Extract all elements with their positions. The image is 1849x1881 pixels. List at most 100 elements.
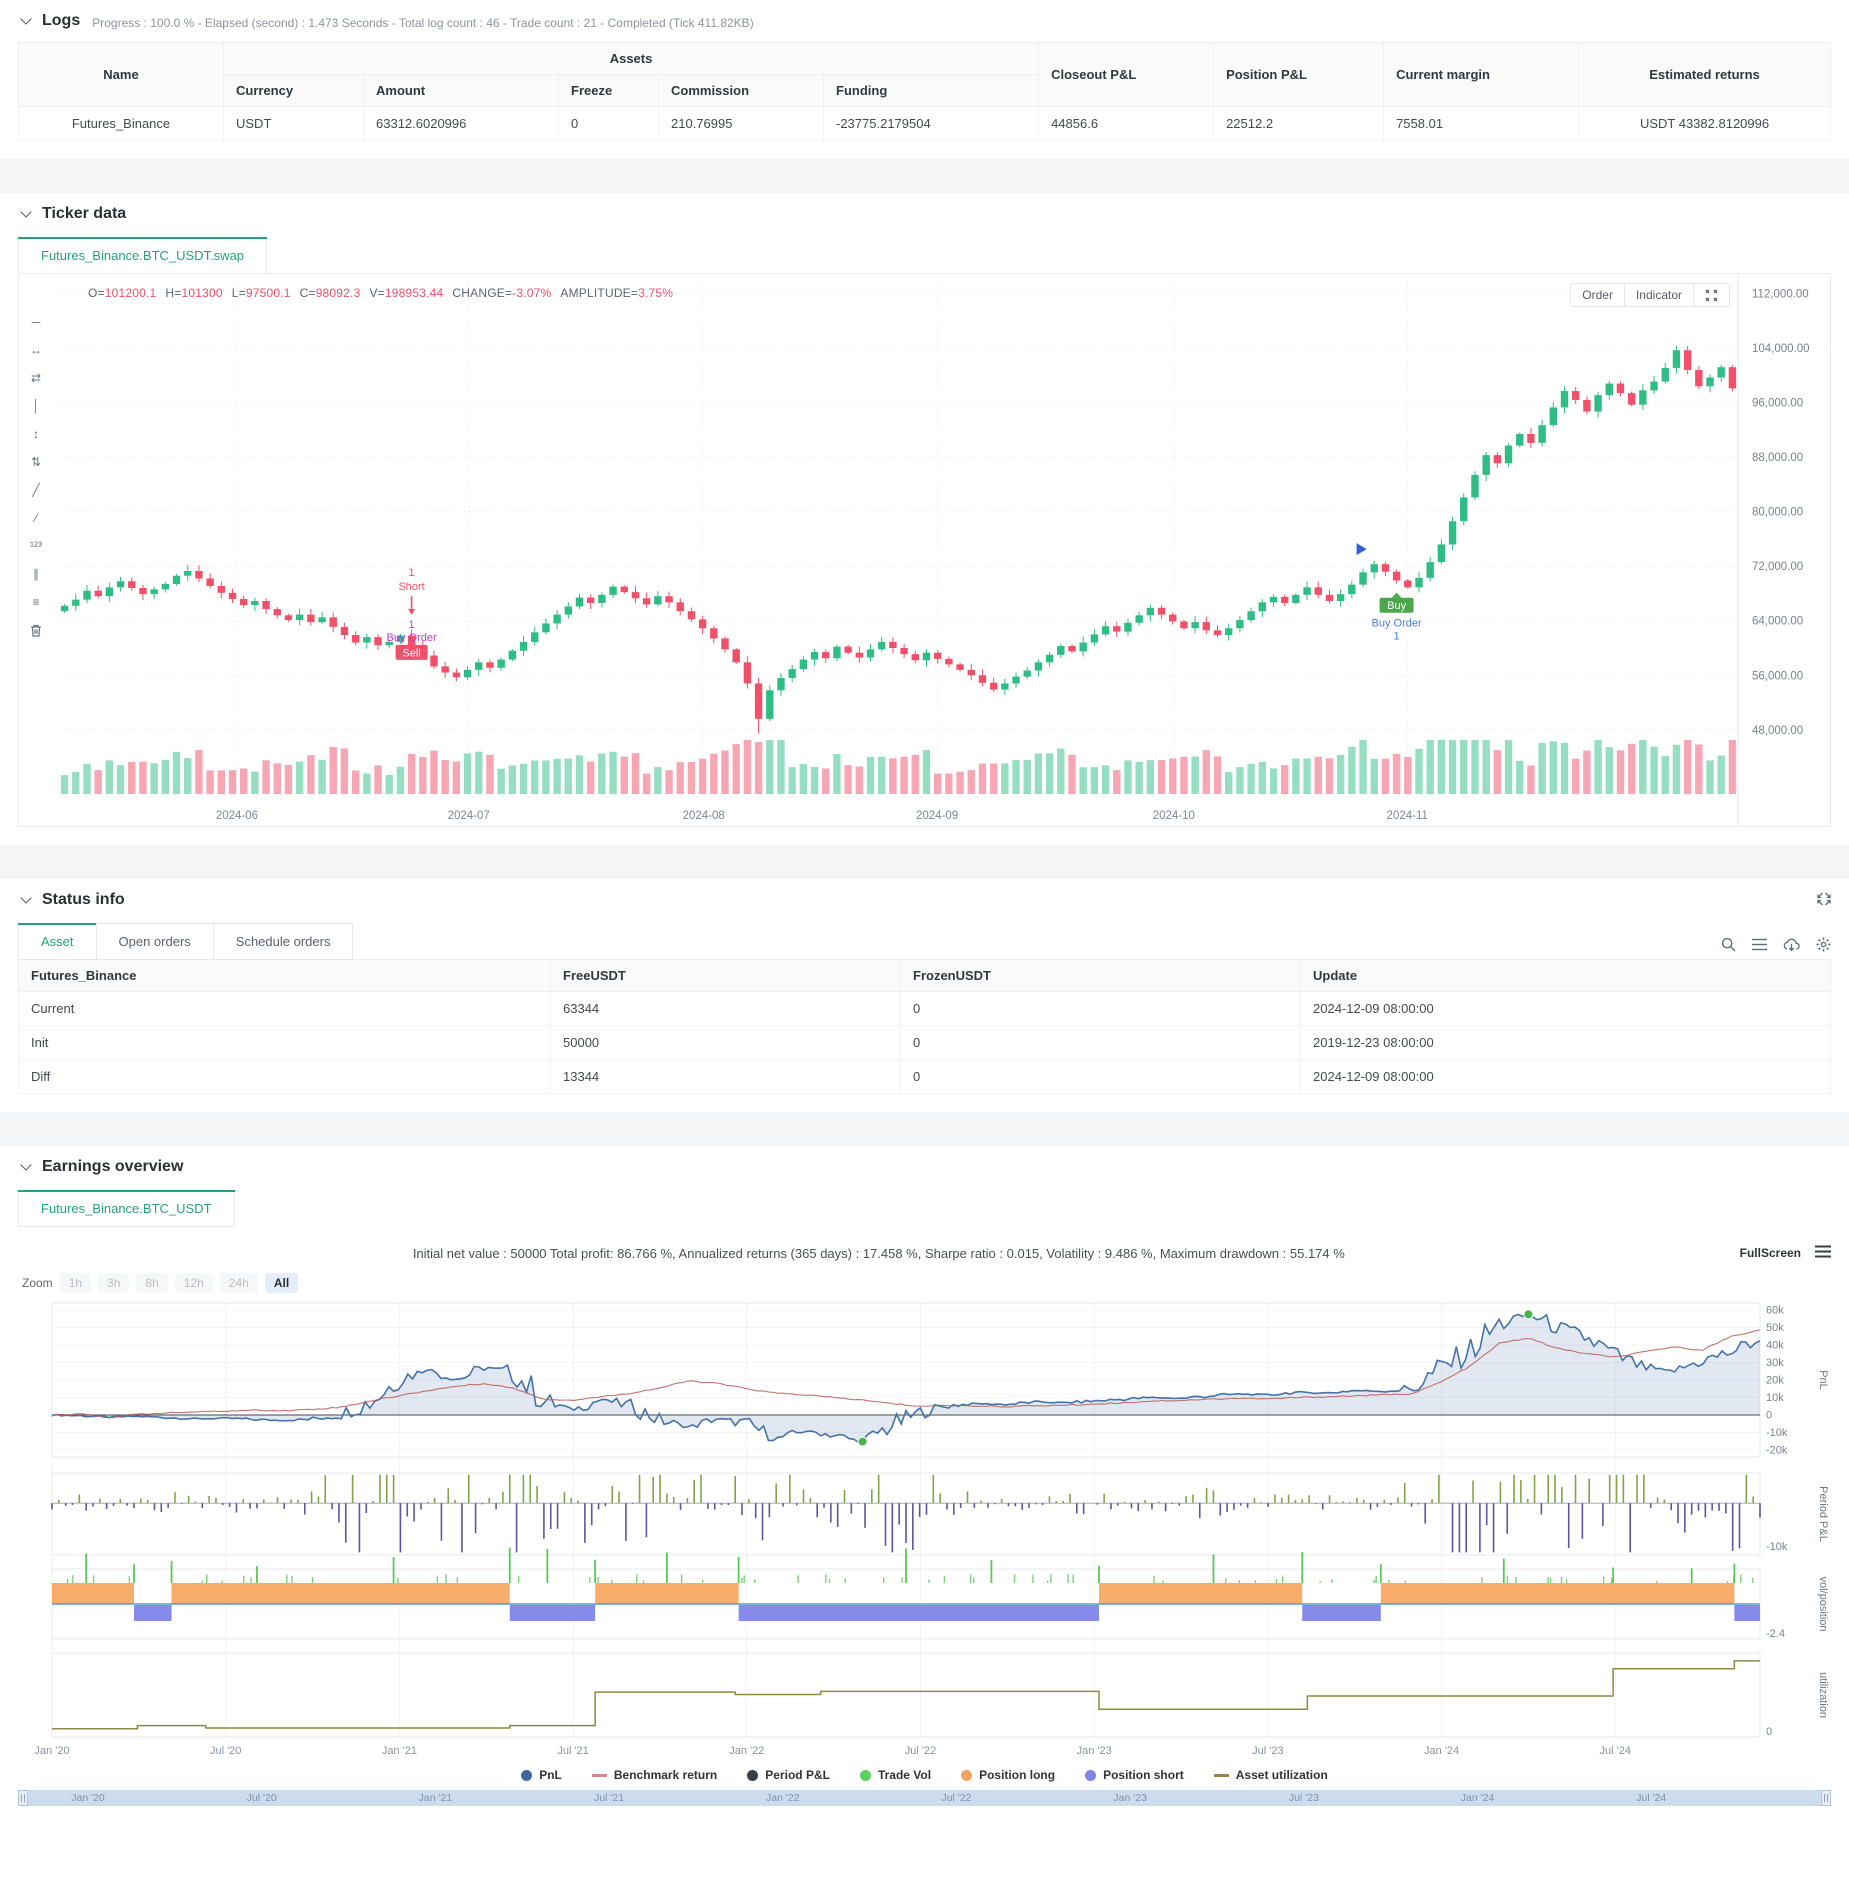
cell-closeout-pnl: 44856.6 (1038, 106, 1215, 141)
delete-icon[interactable] (30, 624, 42, 639)
list-icon[interactable] (1752, 938, 1767, 951)
svg-text:Sell: Sell (402, 647, 420, 659)
chevron-down-icon[interactable] (20, 206, 32, 218)
navigator-label: Jul '23 (1288, 1792, 1319, 1804)
svg-text:10k: 10k (1766, 1392, 1784, 1404)
svg-text:-20k: -20k (1766, 1445, 1788, 1457)
cell-update: 2019-12-23 08:00:00 (1300, 1025, 1831, 1060)
cell-freeze: 0 (558, 106, 659, 141)
navigator-label: Jan '24 (1460, 1792, 1495, 1804)
row-label-init: Init (18, 1025, 551, 1060)
vertical-ray-icon[interactable]: ↕ (33, 427, 39, 441)
chevron-down-icon[interactable] (20, 1159, 32, 1171)
chevron-down-icon[interactable] (20, 892, 32, 904)
assets-table: Name Assets Closeout P&L Position P&L Cu… (18, 42, 1831, 141)
tab-asset[interactable]: Asset (18, 923, 97, 960)
kline-chart[interactable]: ─ ↔ ⇄ │ ↕ ⇅ ╱ ∕ ¹²³ ∥ ≡ #kline-svg text.mk{text-an… (18, 273, 1831, 827)
navigator-label: Jul '21 (594, 1792, 625, 1804)
horizontal-segment-icon[interactable]: ⇄ (30, 371, 42, 385)
svg-text:40k: 40k (1766, 1340, 1784, 1352)
gear-icon[interactable] (1816, 937, 1831, 952)
svg-text:PnL: PnL (1817, 1370, 1829, 1390)
legend-item-benchmark-return[interactable]: Benchmark return (591, 1768, 717, 1782)
navigator-label: Jan '21 (418, 1792, 453, 1804)
cell-commission: 210.76995 (658, 106, 824, 141)
col-commission: Commission (658, 74, 824, 107)
legend-line (591, 1773, 607, 1777)
logs-summary: Progress : 100.0 % - Elapsed (second) : … (92, 15, 754, 30)
col-current-margin: Current margin (1383, 42, 1580, 107)
svg-text:vol/position: vol/position (1817, 1576, 1829, 1631)
parallel-line-icon[interactable]: ∥ (33, 567, 39, 581)
logs-title: Logs (42, 12, 81, 29)
cell-update: 2024-12-09 08:00:00 (1300, 991, 1831, 1026)
vertical-line-icon[interactable]: │ (32, 399, 40, 413)
svg-text:88,000.00: 88,000.00 (1752, 452, 1803, 464)
svg-text:56,000.00: 56,000.00 (1752, 670, 1803, 682)
indicator-button[interactable]: Indicator (1623, 284, 1693, 306)
horizontal-ray-icon[interactable]: ↔ (30, 343, 42, 357)
svg-text:2024-08: 2024-08 (683, 810, 725, 822)
cell-free: 63344 (550, 991, 901, 1026)
expand-icon[interactable] (1693, 284, 1729, 306)
navigator-handle-right[interactable] (1821, 1790, 1831, 1806)
zoom-option-all[interactable]: All (264, 1273, 299, 1293)
price-line-icon[interactable]: ¹²³ (30, 539, 42, 553)
chart-legend: PnL Benchmark return Period P&L Trade Vol Po… (18, 1768, 1831, 1782)
tab-open-orders[interactable]: Open orders (95, 923, 214, 960)
svg-text:-10k: -10k (1766, 1541, 1788, 1553)
col-closeout-pnl: Closeout P&L (1038, 42, 1215, 107)
svg-text:80,000.00: 80,000.00 (1752, 507, 1803, 519)
order-button[interactable]: Order (1582, 288, 1613, 302)
section-divider (0, 1112, 1849, 1146)
horizontal-line-icon[interactable]: ─ (31, 315, 41, 329)
tab-schedule-orders[interactable]: Schedule orders (212, 923, 354, 960)
navigator-handle-left[interactable] (18, 1790, 28, 1806)
col-frozen-usdt: FrozenUSDT (900, 959, 1301, 992)
col-currency: Currency (223, 74, 364, 107)
legend-dot (747, 1769, 759, 1781)
trend-line-icon[interactable]: ╱ (32, 483, 40, 497)
cell-estimated-returns: USDT 43382.8120996 (1578, 106, 1831, 141)
ray-line-icon[interactable]: ∕ (34, 511, 37, 525)
legend-item-period-p-l[interactable]: Period P&L (747, 1768, 830, 1782)
cloud-download-icon[interactable] (1783, 938, 1800, 952)
navigator-label: Jan '20 (71, 1792, 105, 1804)
cell-current-margin: 7558.01 (1383, 106, 1580, 141)
zoom-option-8h: 8h (136, 1273, 168, 1293)
tab-ticker-symbol[interactable]: Futures_Binance.BTC_USDT.swap (18, 237, 268, 274)
svg-text:64,000.00: 64,000.00 (1752, 616, 1803, 628)
col-update: Update (1300, 959, 1831, 992)
earnings-section: Earnings overview Futures_Binance.BTC_US… (0, 1146, 1849, 1824)
legend-item-position-short[interactable]: Position short (1085, 1768, 1184, 1782)
chevron-down-icon[interactable] (20, 13, 32, 25)
chart-menu-icon[interactable] (1815, 1245, 1831, 1261)
ohlc-legend: O=101200.1 H=101300 L=97500.1 C=98092.3 V=19… (88, 286, 674, 300)
vertical-segment-icon[interactable]: ⇅ (30, 455, 42, 469)
col-funding: Funding (822, 74, 1040, 107)
kline-toolbar: ─ ↔ ⇄ │ ↕ ⇅ ╱ ∕ ¹²³ ∥ ≡ (19, 274, 53, 826)
fullscreen-button[interactable]: FullScreen (1739, 1246, 1801, 1260)
legend-item-position-long[interactable]: Position long (961, 1768, 1055, 1782)
search-icon[interactable] (1721, 937, 1736, 952)
price-channel-icon[interactable]: ≡ (32, 595, 40, 609)
collapse-icon[interactable] (1817, 892, 1831, 909)
earnings-chart[interactable]: Jan '20 Jul '20 Jan '21 Jul '21 Jan '22 Jul '… (18, 1297, 1831, 1759)
zoom-label: Zoom (22, 1276, 53, 1290)
status-table: Futures_Binance FreeUSDT FrozenUSDT Upda… (18, 959, 1831, 1094)
svg-text:30k: 30k (1766, 1357, 1784, 1369)
legend-item-pnl[interactable]: PnL (521, 1768, 562, 1782)
col-assets-group: Assets (222, 42, 1040, 75)
chart-navigator[interactable]: Jan '20 Jul '20 Jan '21 Jul '21 Jan '22 Jul '… (18, 1790, 1831, 1806)
table-row-current: Current 63344 0 2024-12-09 08:00:00 (18, 991, 1831, 1026)
table-row-diff: Diff 13344 0 2024-12-09 08:00:00 (18, 1059, 1831, 1094)
candlestick-chart[interactable]: #kline-svg text.mk{text-anchor:middle;fo… (53, 274, 1830, 826)
legend-item-asset-utilization[interactable]: Asset utilization (1213, 1768, 1328, 1782)
zoom-option-3h: 3h (98, 1273, 130, 1293)
navigator-label: Jul '24 (1636, 1792, 1667, 1804)
tab-earnings-symbol[interactable]: Futures_Binance.BTC_USDT (18, 1190, 235, 1227)
row-label-current[interactable]: Current (18, 991, 551, 1026)
svg-text:20k: 20k (1766, 1375, 1784, 1387)
legend-item-trade-vol[interactable]: Trade Vol (859, 1768, 931, 1782)
cell-frozen: 0 (900, 1025, 1301, 1060)
